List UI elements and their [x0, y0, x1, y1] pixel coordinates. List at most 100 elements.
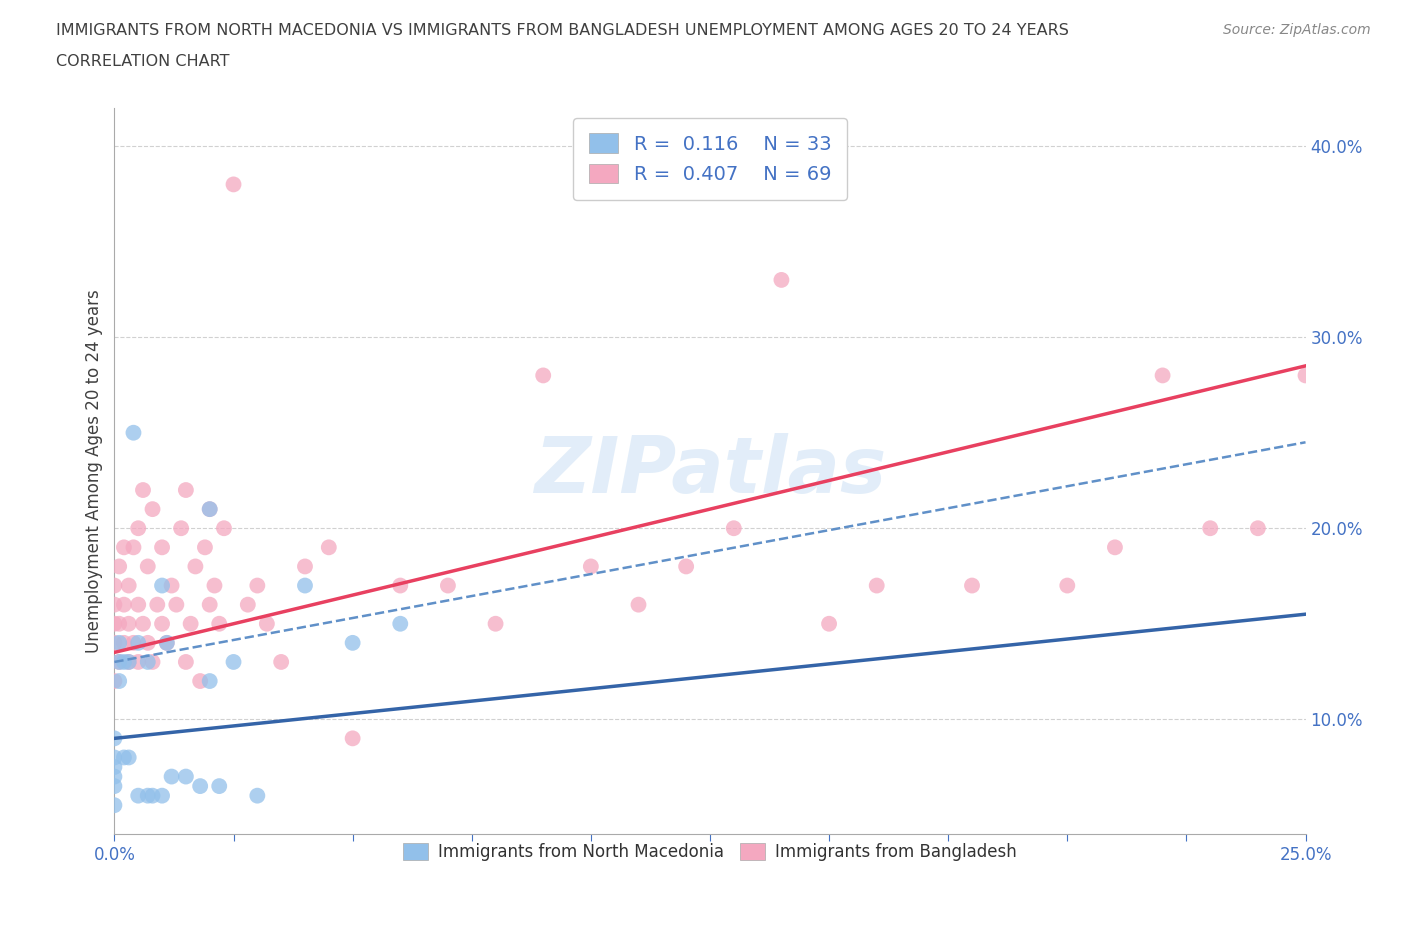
Point [103, 769, 125, 784]
Point [222, 655, 245, 670]
Point [103, 635, 125, 650]
Text: CORRELATION CHART: CORRELATION CHART [56, 54, 229, 69]
Point [118, 750, 141, 764]
Point [318, 540, 340, 555]
Point [437, 578, 460, 593]
Point [294, 578, 316, 593]
Point [294, 559, 316, 574]
Point [246, 578, 269, 593]
Point [627, 597, 650, 612]
Point [204, 578, 226, 593]
Point [141, 789, 163, 804]
Point [103, 617, 125, 631]
Point [770, 272, 793, 287]
Point [108, 673, 131, 688]
Point [246, 789, 269, 804]
Legend: Immigrants from North Macedonia, Immigrants from Bangladesh: Immigrants from North Macedonia, Immigra… [395, 834, 1025, 870]
Point [150, 540, 173, 555]
Point [389, 617, 412, 631]
Point [184, 559, 207, 574]
Point [342, 635, 364, 650]
Point [1247, 521, 1270, 536]
Point [108, 635, 131, 650]
Point [198, 501, 221, 516]
Point [198, 597, 221, 612]
Point [141, 655, 163, 670]
Text: Source: ZipAtlas.com: Source: ZipAtlas.com [1223, 23, 1371, 37]
Point [579, 559, 602, 574]
Point [132, 617, 155, 631]
Point [1295, 368, 1317, 383]
Point [866, 578, 889, 593]
Point [136, 559, 159, 574]
Point [112, 540, 135, 555]
Point [188, 778, 211, 793]
Point [103, 750, 125, 764]
Point [150, 617, 173, 631]
Point [174, 483, 197, 498]
Point [127, 521, 149, 536]
Point [156, 635, 179, 650]
Point [103, 798, 125, 813]
Point [960, 578, 983, 593]
Point [103, 578, 125, 593]
Point [108, 655, 131, 670]
Point [118, 655, 141, 670]
Point [108, 559, 131, 574]
Point [112, 635, 135, 650]
Point [1199, 521, 1222, 536]
Point [103, 597, 125, 612]
Point [118, 655, 141, 670]
Point [723, 521, 745, 536]
Point [136, 635, 159, 650]
Point [146, 597, 169, 612]
Text: IMMIGRANTS FROM NORTH MACEDONIA VS IMMIGRANTS FROM BANGLADESH UNEMPLOYMENT AMONG: IMMIGRANTS FROM NORTH MACEDONIA VS IMMIG… [56, 23, 1069, 38]
Point [1152, 368, 1174, 383]
Point [118, 578, 141, 593]
Point [122, 635, 145, 650]
Point [1104, 540, 1126, 555]
Point [389, 578, 412, 593]
Point [103, 778, 125, 793]
Point [132, 483, 155, 498]
Point [127, 789, 149, 804]
Point [112, 750, 135, 764]
Point [194, 540, 217, 555]
Text: ZIPatlas: ZIPatlas [534, 433, 886, 509]
Point [208, 617, 231, 631]
Point [127, 635, 149, 650]
Point [122, 425, 145, 440]
Point [141, 501, 163, 516]
Point [188, 673, 211, 688]
Point [531, 368, 554, 383]
Point [112, 655, 135, 670]
Point [103, 760, 125, 775]
Point [222, 177, 245, 192]
Point [198, 501, 221, 516]
Point [136, 655, 159, 670]
Point [270, 655, 292, 670]
Point [1056, 578, 1078, 593]
Point [118, 617, 141, 631]
Point [675, 559, 697, 574]
Point [484, 617, 506, 631]
Point [174, 769, 197, 784]
Point [160, 578, 183, 593]
Point [170, 521, 193, 536]
Point [256, 617, 278, 631]
Point [212, 521, 235, 536]
Point [150, 578, 173, 593]
Point [156, 635, 179, 650]
Point [136, 789, 159, 804]
Point [112, 597, 135, 612]
Point [108, 655, 131, 670]
Point [342, 731, 364, 746]
Point [236, 597, 259, 612]
Point [208, 778, 231, 793]
Point [103, 673, 125, 688]
Point [108, 617, 131, 631]
Point [103, 731, 125, 746]
Point [127, 597, 149, 612]
Point [127, 655, 149, 670]
Point [818, 617, 841, 631]
